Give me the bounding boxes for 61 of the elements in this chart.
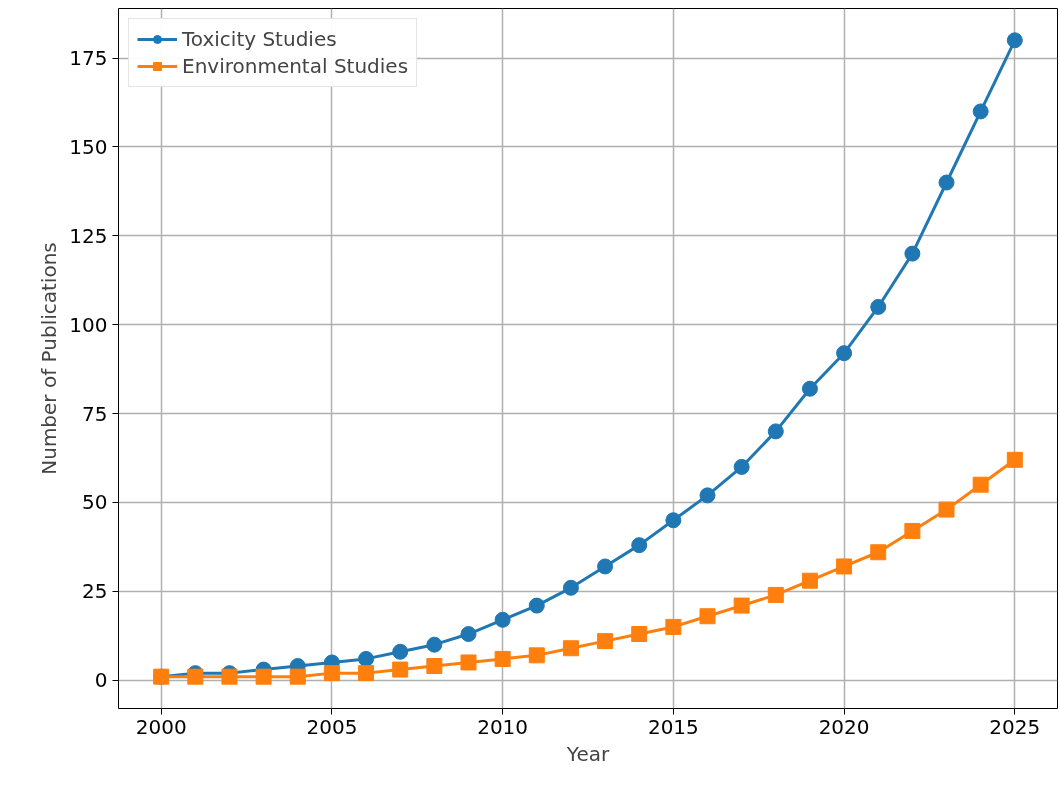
point	[426, 636, 443, 653]
point	[494, 650, 511, 667]
x-tick-label: 2015	[647, 714, 699, 739]
point	[528, 647, 545, 664]
y-tick-label: 50	[82, 490, 108, 515]
y-tick-label: 75	[82, 401, 108, 426]
x-tick-label: 2010	[477, 714, 529, 739]
point	[665, 512, 682, 529]
y-tick-label: 100	[69, 312, 108, 337]
point	[836, 345, 853, 362]
y-tick-label: 25	[82, 579, 108, 604]
y-tick-label: 150	[69, 134, 108, 159]
point	[426, 658, 443, 675]
point	[528, 597, 545, 614]
point	[597, 558, 614, 575]
point	[289, 668, 306, 685]
point	[733, 597, 750, 614]
x-tick-label: 2020	[818, 714, 870, 739]
point	[699, 487, 716, 504]
y-tick-label: 175	[69, 46, 108, 71]
point	[801, 380, 818, 397]
point	[767, 586, 784, 603]
point	[870, 544, 887, 561]
point	[801, 572, 818, 589]
point	[938, 501, 955, 518]
y-axis-title: Number of Publications	[37, 242, 62, 475]
point	[972, 476, 989, 493]
point	[323, 665, 340, 682]
x-tick-label: 2000	[135, 714, 187, 739]
point	[460, 654, 477, 671]
legend-label: Toxicity Studies	[182, 27, 337, 51]
point	[1006, 451, 1023, 468]
point	[631, 537, 648, 554]
point	[836, 558, 853, 575]
point	[904, 245, 921, 262]
y-tick-label: 125	[69, 223, 108, 248]
point	[562, 579, 579, 596]
legend-label: Environmental Studies	[182, 54, 409, 78]
point	[938, 174, 955, 191]
y-tick-label: 0	[94, 668, 108, 693]
point	[358, 650, 375, 667]
point	[460, 626, 477, 643]
point	[392, 661, 409, 678]
point	[1006, 32, 1023, 49]
point	[972, 103, 989, 120]
point	[562, 640, 579, 657]
point	[733, 458, 750, 475]
point	[699, 608, 716, 625]
point	[870, 298, 887, 315]
point	[631, 626, 648, 643]
point	[597, 633, 614, 650]
x-tick-label: 2005	[306, 714, 358, 739]
point	[392, 643, 409, 660]
point	[255, 668, 272, 685]
point	[665, 618, 682, 635]
x-axis-title: Year	[565, 741, 610, 766]
point	[904, 522, 921, 539]
point	[767, 423, 784, 440]
point	[358, 665, 375, 682]
x-tick-label: 2025	[989, 714, 1041, 739]
point	[494, 611, 511, 628]
